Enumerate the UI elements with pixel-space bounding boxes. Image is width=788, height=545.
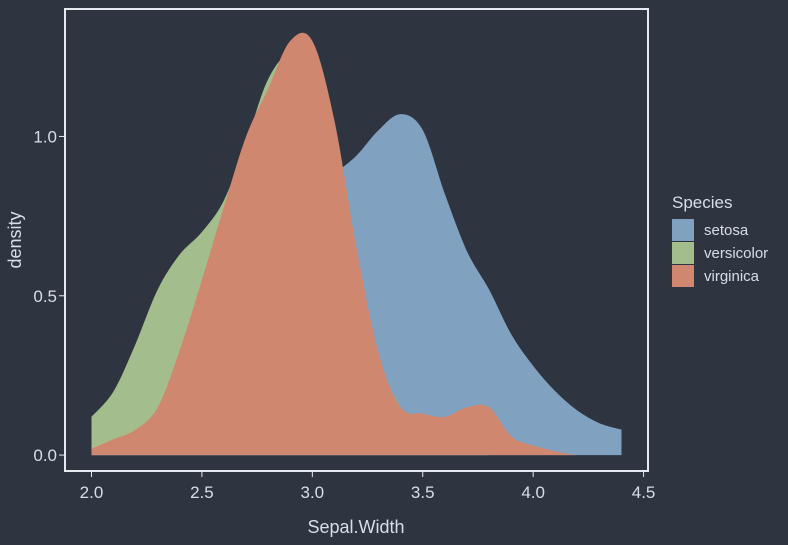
x-tick-label: 3.0 bbox=[301, 483, 325, 502]
density-area-virginica bbox=[91, 32, 622, 456]
legend-swatch-setosa bbox=[672, 219, 694, 241]
legend-label-versicolor: versicolor bbox=[704, 245, 768, 262]
panel-border bbox=[64, 8, 649, 472]
y-axis-ticks: 0.0 0.5 1.0 bbox=[33, 127, 64, 465]
legend-label-setosa: setosa bbox=[704, 222, 749, 239]
x-tick-label: 4.5 bbox=[632, 483, 656, 502]
legend-label-virginica: virginica bbox=[704, 268, 760, 285]
y-tick-label: 0.5 bbox=[33, 287, 57, 306]
x-tick-label: 3.5 bbox=[411, 483, 435, 502]
x-tick-label: 2.5 bbox=[190, 483, 214, 502]
x-axis-ticks: 2.0 2.5 3.0 3.5 4.0 4.5 bbox=[80, 472, 656, 502]
x-axis-title: Sepal.Width bbox=[307, 517, 404, 537]
legend-title: Species bbox=[672, 193, 732, 212]
y-tick-label: 1.0 bbox=[33, 127, 57, 146]
x-tick-label: 4.0 bbox=[521, 483, 545, 502]
x-tick-label: 2.0 bbox=[80, 483, 104, 502]
legend-swatch-virginica bbox=[672, 265, 694, 287]
density-areas bbox=[91, 32, 622, 456]
y-tick-label: 0.0 bbox=[33, 446, 57, 465]
y-axis-title: density bbox=[5, 211, 25, 268]
legend-swatch-versicolor bbox=[672, 242, 694, 264]
legend: Species setosa versicolor virginica bbox=[672, 193, 768, 287]
